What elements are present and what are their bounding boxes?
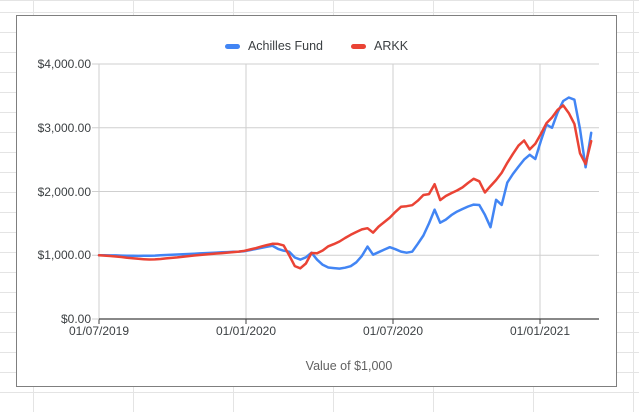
x-axis-label-jan-2021: 01/01/2021 (509, 324, 571, 338)
legend-label-achilles-fund: Achilles Fund (247, 39, 323, 53)
legend-label-arkk: ARKK (374, 39, 409, 53)
chart-legend: Achilles Fund ARKK (17, 38, 616, 54)
y-axis-label-3000: $3,000.00 (37, 120, 91, 135)
y-axis-label-0: $0.00 (60, 312, 91, 326)
y-axis-label-4000: $4,000.00 (37, 57, 91, 71)
series-line-achilles-fund (97, 96, 593, 270)
legend-swatch-achilles-fund (224, 43, 240, 49)
legend-swatch-arkk (351, 43, 366, 49)
x-axis-label-jan-2020: 01/01/2020 (215, 324, 277, 338)
x-axis-title: Value of $1,000 (305, 359, 393, 373)
series-line-arkk (97, 104, 593, 270)
legend-item-arkk: ARKK (351, 39, 408, 53)
y-axis-label-1000: $1,000.00 (37, 248, 91, 263)
y-axis-label-2000: $2,000.00 (37, 184, 91, 199)
x-axis-label-jul-2019: 01/07/2019 (68, 324, 130, 338)
x-axis-label-jul-2020: 01/07/2020 (362, 324, 424, 338)
chart-card[interactable]: Achilles Fund ARKK $4,000.00 $3,000.00 $… (16, 15, 617, 387)
plot-area (92, 63, 599, 324)
legend-item-achilles-fund: Achilles Fund (224, 39, 323, 53)
